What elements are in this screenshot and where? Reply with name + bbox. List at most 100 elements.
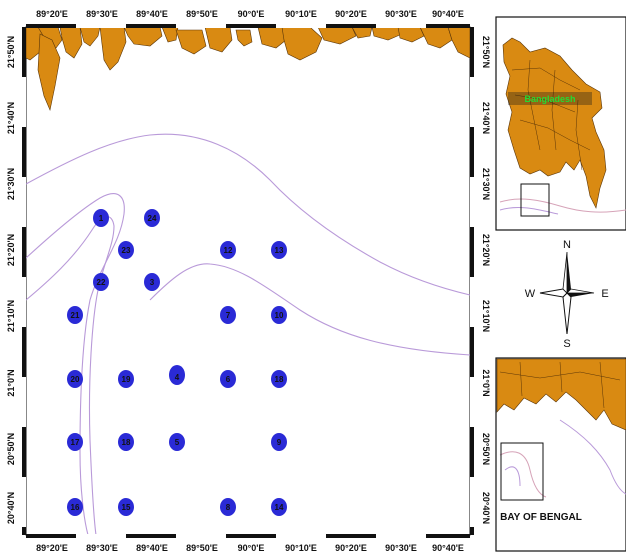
map-border-ticks (22, 24, 474, 538)
compass-needle-south (562, 292, 572, 335)
station-marker: 15 (118, 498, 134, 516)
depth-contours (25, 133, 471, 536)
station-label: 1 (99, 214, 104, 223)
main-map-area (25, 26, 471, 536)
station-marker: 13 (271, 241, 287, 259)
study-area-box (520, 183, 550, 217)
island-11 (235, 29, 253, 47)
left-tick-label: 21°0'N (6, 369, 16, 396)
bay-inset-landmass (496, 358, 626, 431)
top-tick-label: 89°30'E (86, 9, 118, 19)
station-marker: 8 (220, 498, 236, 516)
left-axis-labels: 21°50'N 21°40'N 21°30'N 21°20'N 21°10'N … (6, 36, 16, 524)
compass-south-label: S (563, 338, 570, 350)
bottom-tick-label: 89°30'E (86, 543, 118, 553)
left-tick-label: 21°30'N (6, 168, 16, 200)
station-label: 21 (71, 311, 80, 320)
contour-inner (25, 216, 115, 536)
bottom-axis-labels: 89°20'E 89°30'E 89°40'E 89°50'E 90°0'E 9… (36, 543, 464, 553)
station-label: 10 (275, 311, 284, 320)
right-axis-labels: 21°50'N 21°40'N 21°30'N 21°20'N 21°10'N … (481, 36, 491, 524)
station-label: 6 (226, 375, 231, 384)
bottom-tick-label: 89°50'E (186, 543, 218, 553)
bottom-tick-label: 89°20'E (36, 543, 68, 553)
top-tick-label: 90°30'E (385, 9, 417, 19)
station-label: 18 (275, 375, 284, 384)
inset-top-contour (499, 198, 626, 213)
left-tick-label: 20°40'N (6, 492, 16, 524)
compass-needle-west (539, 288, 568, 298)
station-marker: 21 (67, 306, 83, 324)
main-map-coastline (25, 26, 471, 111)
station-marker: 6 (220, 370, 236, 388)
station-marker: 24 (144, 209, 160, 227)
right-tick-label: 21°0'N (481, 369, 491, 396)
station-marker: 12 (220, 241, 236, 259)
country-label-shadow (508, 92, 592, 105)
contour-outer (25, 133, 471, 296)
station-label: 22 (97, 278, 106, 287)
station-label: 19 (122, 375, 131, 384)
station-label: 7 (226, 311, 231, 320)
station-label: 4 (175, 373, 180, 382)
right-tick-label: 21°50'N (481, 36, 491, 68)
station-marker: 1 (93, 209, 109, 227)
bay-study-area-box (500, 442, 544, 501)
station-marker: 23 (118, 241, 134, 259)
left-tick-label: 21°10'N (6, 300, 16, 332)
top-tick-label: 89°20'E (36, 9, 68, 19)
island-9 (175, 29, 207, 55)
station-label: 17 (71, 438, 80, 447)
left-tick-label: 21°40'N (6, 102, 16, 134)
station-marker: 17 (67, 433, 83, 451)
right-tick-label: 20°40'N (481, 492, 491, 524)
bottom-tick-label: 90°20'E (335, 543, 367, 553)
bottom-tick-label: 90°40'E (432, 543, 464, 553)
station-marker: 14 (271, 498, 287, 516)
inset-bay-of-bengal: BAY OF BENGAL (495, 357, 626, 552)
main-map-panel: 89°20'E 89°30'E 89°40'E 89°50'E 90°0'E 9… (6, 9, 491, 553)
island-3 (37, 33, 61, 111)
sampling-stations: 1 24 23 12 13 22 3 21 7 10 20 19 4 6 18 … (67, 209, 287, 516)
country-label: Bangladesh (524, 94, 575, 104)
station-marker: 9 (271, 433, 287, 451)
station-marker: 18 (271, 370, 287, 388)
station-label: 9 (277, 438, 282, 447)
district-borders (511, 59, 591, 171)
station-marker: 22 (93, 273, 109, 291)
bottom-tick-label: 90°30'E (385, 543, 417, 553)
right-tick-label: 21°30'N (481, 168, 491, 200)
station-label: 14 (275, 503, 284, 512)
station-label: 5 (175, 438, 180, 447)
top-tick-label: 90°0'E (238, 9, 265, 19)
left-tick-label: 21°50'N (6, 36, 16, 68)
bay-of-bengal-caption: BAY OF BENGAL (500, 512, 582, 523)
island-13 (281, 26, 323, 61)
compass-rose: N S W E (525, 239, 609, 350)
top-tick-label: 90°20'E (335, 9, 367, 19)
right-tick-label: 21°40'N (481, 102, 491, 134)
bay-contour-2 (559, 419, 626, 495)
contour-east (149, 263, 471, 356)
compass-north-label: N (563, 239, 571, 251)
station-marker: 19 (118, 370, 134, 388)
station-label: 13 (275, 246, 284, 255)
bottom-tick-label: 90°10'E (285, 543, 317, 553)
top-tick-label: 89°40'E (136, 9, 168, 19)
inset-top-contour-2 (499, 207, 559, 215)
bay-contour-1 (499, 451, 547, 498)
top-tick-label: 90°10'E (285, 9, 317, 19)
top-tick-label: 89°50'E (186, 9, 218, 19)
bay-contour-3 (504, 466, 521, 487)
bottom-tick-label: 90°0'E (238, 543, 265, 553)
compass-east-label: E (601, 288, 608, 300)
station-label: 24 (148, 214, 157, 223)
island-6 (99, 26, 127, 71)
left-tick-label: 20°50'N (6, 433, 16, 465)
station-marker: 16 (67, 498, 83, 516)
station-label: 8 (226, 503, 231, 512)
right-tick-label: 21°20'N (481, 234, 491, 266)
inset-bangladesh: Bangladesh (495, 16, 626, 231)
compass-west-label: W (525, 288, 536, 300)
